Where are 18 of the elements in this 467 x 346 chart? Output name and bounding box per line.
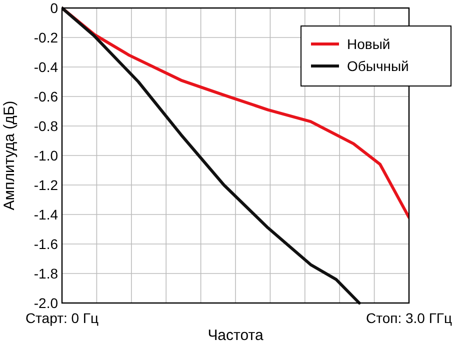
y-tick-label: -1.0 xyxy=(34,148,58,164)
y-tick-label: 0 xyxy=(50,0,58,16)
y-axis-title: Амплитуда (дБ) xyxy=(1,100,18,210)
legend-label: Новый xyxy=(347,36,390,52)
y-tick-label: -0.6 xyxy=(34,88,58,104)
y-tick-label: -1.8 xyxy=(34,266,58,282)
y-tick-label: -0.2 xyxy=(34,30,58,46)
y-tick-label: -1.4 xyxy=(34,206,58,222)
y-tick-label: -0.8 xyxy=(34,118,58,134)
y-tick-label: -0.4 xyxy=(34,59,58,75)
line-series xyxy=(62,6,409,219)
legend-label: Обычный xyxy=(347,58,409,74)
y-tick-label: -1.2 xyxy=(34,177,58,193)
y-tick-label: -2.0 xyxy=(34,295,58,311)
x-tick-label: Стоп: 3.0 ГГц xyxy=(366,310,452,326)
x-axis-title: Частота xyxy=(208,327,264,344)
y-tick-label: -1.6 xyxy=(34,236,58,252)
x-tick-label: Старт: 0 Гц xyxy=(25,310,99,326)
